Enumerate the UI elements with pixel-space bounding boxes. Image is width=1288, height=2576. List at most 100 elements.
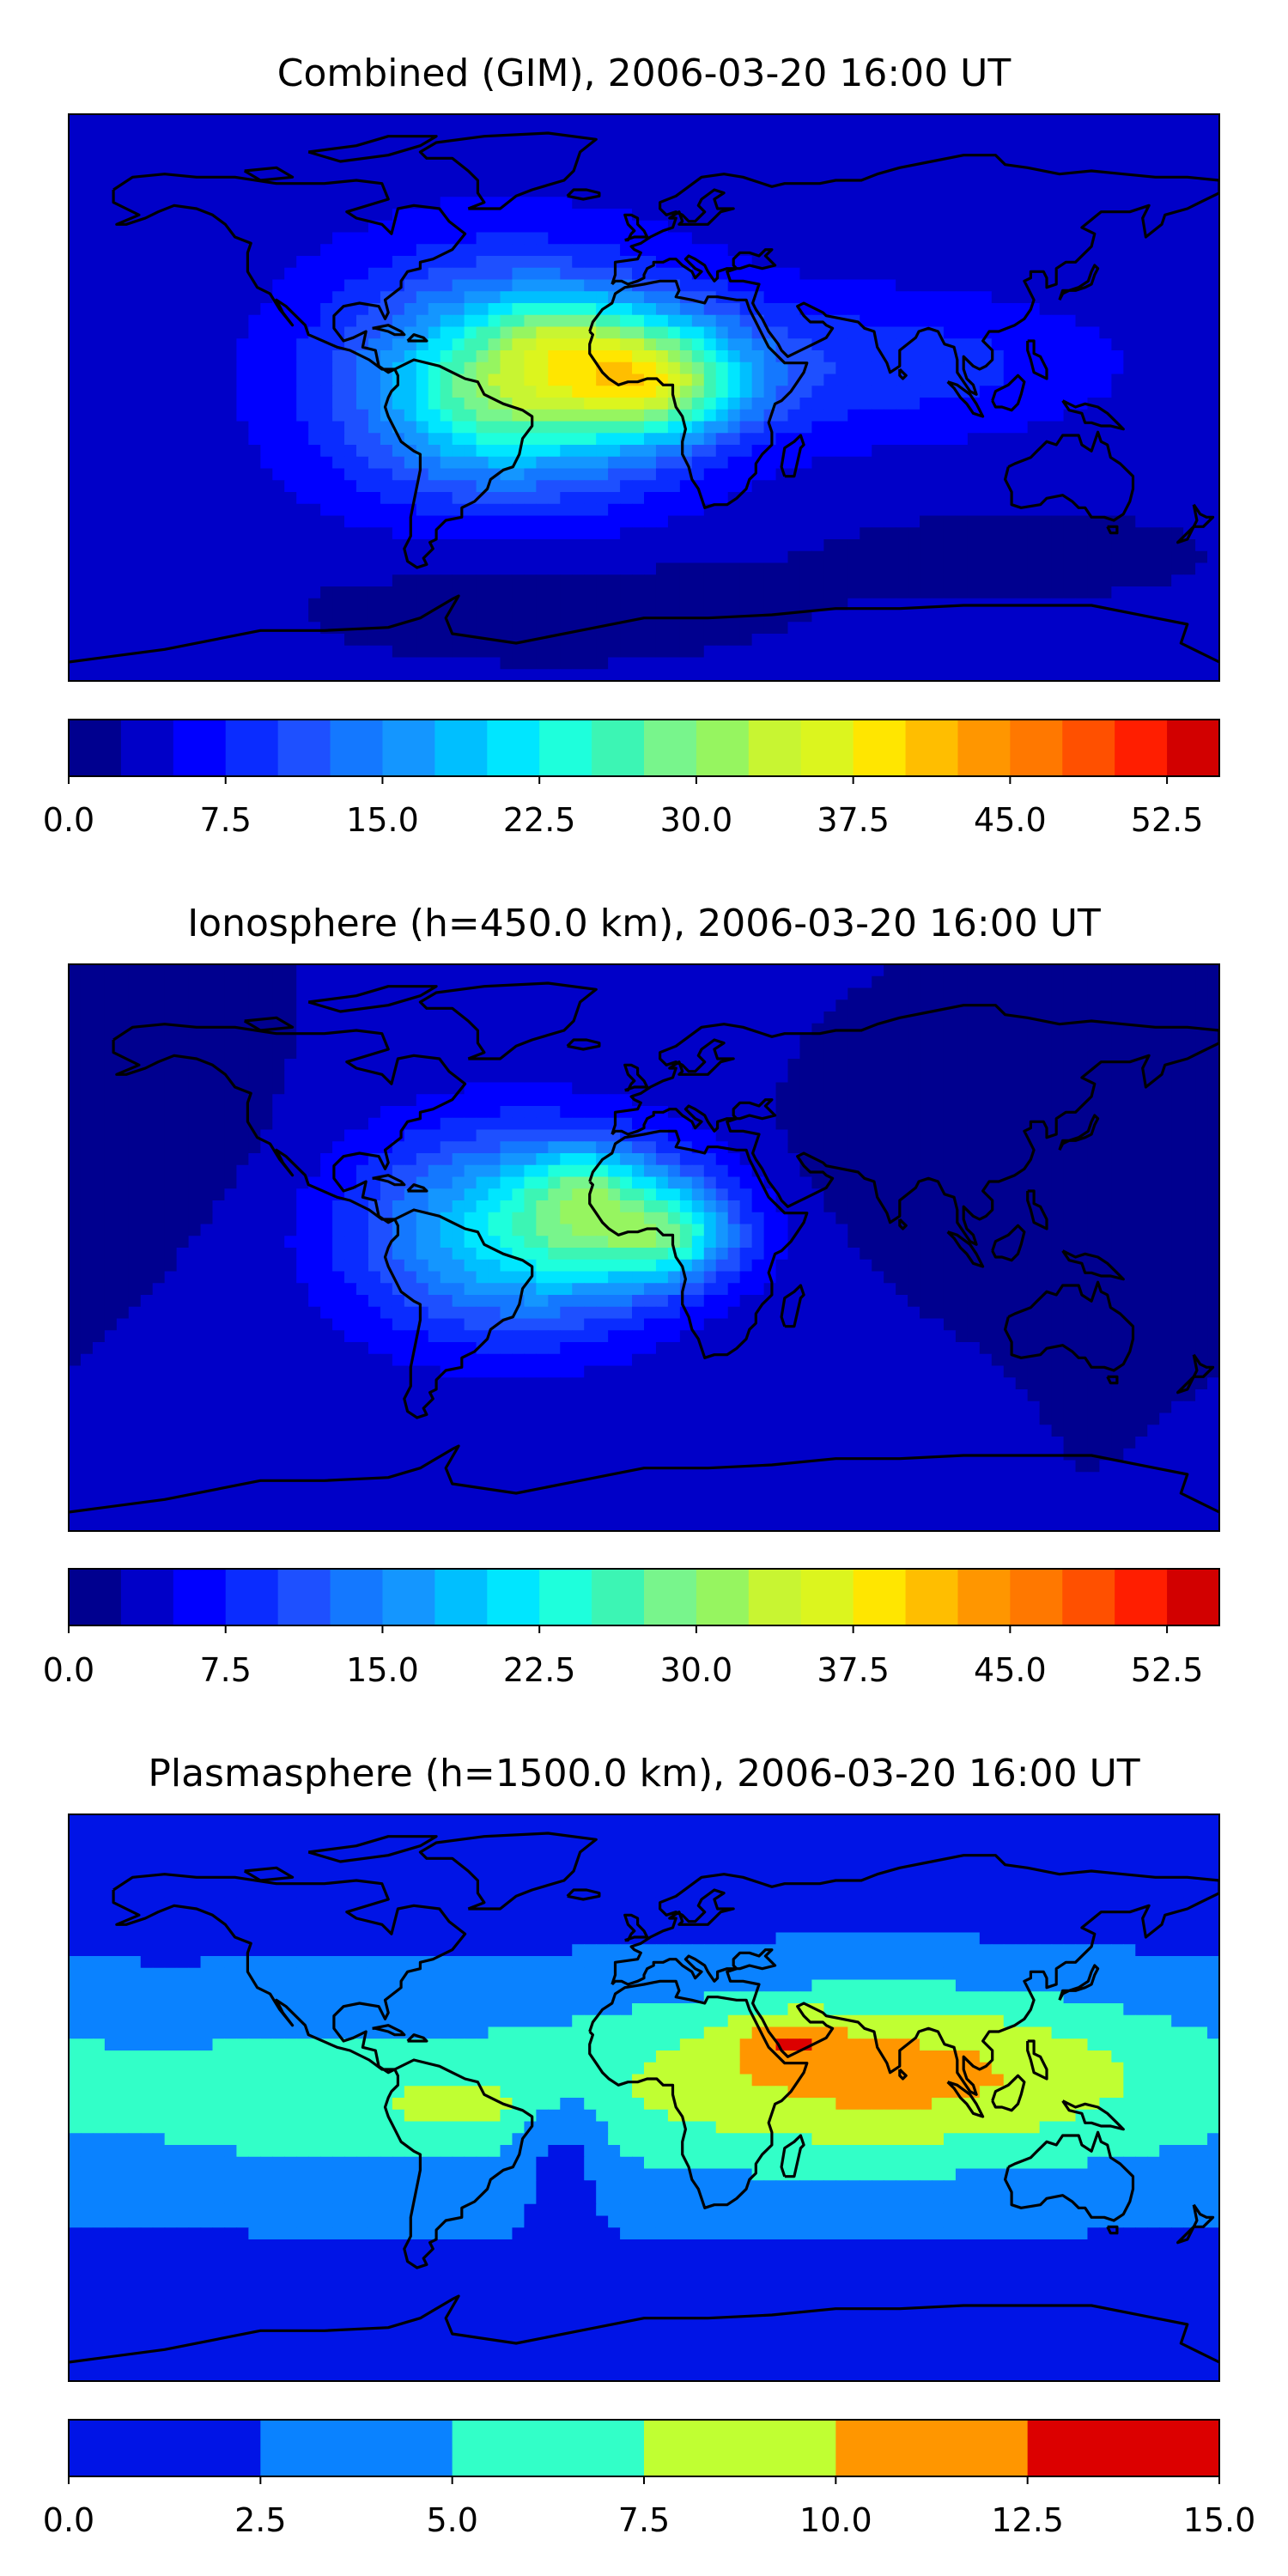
field-cell (655, 610, 669, 623)
field-cell (116, 137, 130, 150)
field-cell (1039, 562, 1053, 575)
field-cell (500, 480, 513, 493)
field-cell (188, 244, 202, 257)
field-cell (69, 645, 82, 659)
field-cell (991, 421, 1005, 434)
field-cell (212, 657, 226, 670)
field-cell (655, 232, 669, 245)
field-cell (763, 562, 777, 575)
field-cell (332, 480, 345, 493)
field-cell (775, 326, 789, 339)
field-cell (1123, 326, 1136, 339)
field-cell (932, 386, 945, 398)
field-cell (440, 492, 453, 505)
field-cell (212, 361, 226, 375)
field-cell (667, 374, 681, 386)
field-cell (1063, 634, 1077, 647)
field-cell (404, 598, 417, 611)
field-cell (524, 161, 537, 174)
field-cell (116, 480, 130, 493)
field-cell (224, 421, 238, 434)
field-cell (140, 137, 154, 150)
field-cell (932, 291, 945, 304)
field-cell (1087, 975, 1101, 989)
field-cell (679, 634, 693, 647)
field-cell (1207, 964, 1219, 977)
field-cell (368, 445, 381, 458)
field-cell (1207, 279, 1219, 292)
field-cell (787, 137, 801, 150)
field-cell (884, 185, 896, 197)
field-cell (751, 409, 765, 422)
field-cell (908, 586, 920, 599)
field-cell (92, 622, 106, 635)
field-cell (1087, 374, 1101, 386)
field-cell (116, 975, 130, 989)
field-cell (116, 256, 130, 269)
field-cell (356, 303, 369, 316)
field-cell (908, 409, 920, 422)
field-cell (452, 303, 465, 316)
field-cell (296, 999, 309, 1012)
field-cell (884, 456, 896, 470)
field-cell (332, 610, 345, 623)
field-cell (284, 999, 297, 1012)
field-cell (164, 539, 178, 552)
field-cell (548, 421, 561, 434)
field-cell (715, 125, 729, 139)
field-cell (140, 445, 154, 458)
field-cell (212, 645, 226, 659)
field-cell (176, 999, 190, 1012)
field-cell (1087, 114, 1101, 127)
field-cell (332, 374, 345, 386)
field-cell (476, 303, 489, 316)
field-cell (1195, 137, 1208, 150)
field-cell (835, 197, 848, 210)
field-cell (440, 445, 453, 458)
field-cell (152, 456, 166, 470)
field-cell (655, 586, 669, 599)
field-cell (703, 374, 717, 386)
field-cell (632, 361, 645, 375)
field-cell (823, 114, 836, 127)
field-cell (440, 634, 453, 647)
field-cell (69, 137, 82, 150)
field-cell (667, 468, 681, 481)
field-cell (428, 480, 441, 493)
field-cell (655, 657, 669, 670)
field-cell (860, 634, 872, 647)
field-cell (164, 326, 178, 339)
field-cell (164, 527, 178, 540)
field-cell (308, 114, 321, 127)
field-cell (1003, 987, 1017, 1000)
field-cell (811, 468, 824, 481)
field-cell (296, 161, 309, 174)
field-cell (1051, 645, 1065, 659)
field-cell (128, 539, 142, 552)
field-cell (1159, 409, 1172, 422)
field-cell (524, 197, 537, 210)
field-cell (943, 433, 957, 446)
field-cell (248, 964, 261, 977)
field-cell (908, 398, 920, 410)
field-cell (1099, 539, 1112, 552)
field-cell (1003, 503, 1017, 517)
field-cell (1051, 975, 1065, 989)
field-cell (572, 645, 585, 659)
field-cell (1099, 586, 1112, 599)
field-cell (1135, 314, 1148, 328)
field-cell (1087, 256, 1101, 269)
field-cell (548, 279, 561, 292)
field-cell (500, 173, 513, 186)
field-cell (344, 539, 357, 552)
field-cell (176, 137, 190, 150)
field-cell (536, 220, 549, 234)
field-cell (739, 361, 753, 375)
field-cell (1183, 634, 1196, 647)
field-cell (799, 480, 813, 493)
field-cell (1111, 338, 1124, 351)
field-cell (644, 409, 657, 422)
field-cell (69, 999, 82, 1012)
field-cell (452, 610, 465, 623)
field-cell (955, 987, 969, 1000)
